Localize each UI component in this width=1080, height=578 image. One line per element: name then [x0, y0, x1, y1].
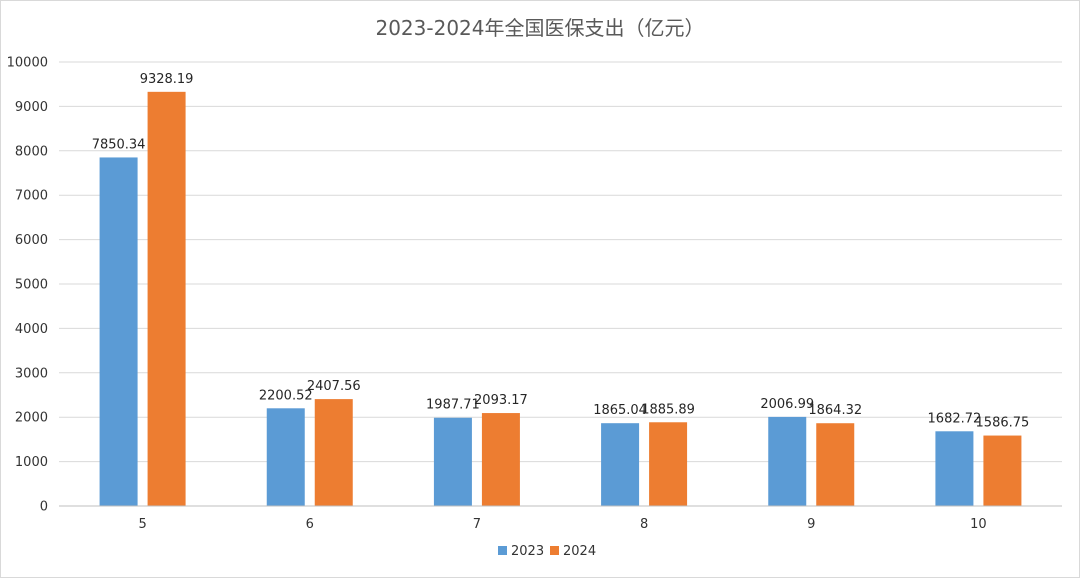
y-axis-ticks: 0 1000 2000 3000 4000 5000 6000 7000 8000 9000 100…: [7, 56, 48, 515]
chart-title: 2023-2024年全国医保支出（亿元）: [375, 16, 704, 40]
bar-2023-9: [768, 416, 807, 506]
y-tick-label: 9000: [15, 100, 48, 115]
y-tick-label: 5000: [15, 278, 48, 293]
data-label-2024-10: 1586.75: [976, 416, 1030, 431]
y-tick-label: 10000: [7, 56, 48, 71]
bar-2023-7: [433, 417, 472, 506]
x-tick-label: 9: [807, 517, 815, 532]
bars: [99, 91, 1022, 507]
x-tick-label: 7: [473, 517, 481, 532]
legend: 2023 2024: [498, 544, 596, 559]
y-tick-label: 6000: [15, 233, 48, 248]
bar-2024-5: [147, 91, 186, 506]
bar-2024-7: [481, 413, 520, 506]
data-label-2024-9: 1864.32: [808, 403, 862, 418]
y-tick-label: 8000: [15, 144, 48, 159]
x-tick-label: 8: [640, 517, 648, 532]
x-tick-label: 5: [138, 517, 146, 532]
data-label-2024-7: 2093.17: [474, 393, 528, 408]
data-label-2023-6: 2200.52: [259, 388, 313, 403]
bar-2023-6: [266, 408, 305, 506]
x-tick-label: 6: [306, 517, 314, 532]
legend-label-2023: 2023: [511, 544, 544, 559]
x-axis-ticks: 5 6 7 8 9 10: [138, 517, 986, 532]
x-tick-label: 10: [970, 517, 987, 532]
data-label-2024-5: 9328.19: [140, 72, 194, 87]
data-label-2023-7: 1987.71: [426, 398, 480, 413]
data-label-2023-10: 1682.72: [928, 411, 982, 426]
gridlines: [59, 61, 1062, 463]
bar-2024-6: [314, 399, 353, 506]
data-label-2023-9: 2006.99: [760, 397, 814, 412]
bar-2023-5: [99, 157, 138, 507]
data-label-2024-8: 1885.89: [641, 402, 695, 417]
legend-swatch-2024: [550, 546, 559, 555]
bar-2024-9: [816, 423, 855, 506]
y-tick-label: 7000: [15, 189, 48, 204]
data-label-2023-8: 1865.04: [593, 403, 647, 418]
y-tick-label: 4000: [15, 322, 48, 337]
bar-2024-10: [983, 435, 1022, 506]
bar-2023-10: [935, 431, 974, 506]
y-tick-label: 0: [40, 500, 48, 515]
data-label-2023-5: 7850.34: [92, 137, 146, 152]
bar-2024-8: [649, 422, 688, 506]
legend-label-2024: 2024: [563, 544, 596, 559]
y-tick-label: 2000: [15, 411, 48, 426]
y-tick-label: 3000: [15, 366, 48, 381]
legend-swatch-2023: [498, 546, 507, 555]
data-label-2024-6: 2407.56: [307, 379, 361, 394]
y-tick-label: 1000: [15, 455, 48, 470]
bar-2023-8: [601, 423, 640, 506]
